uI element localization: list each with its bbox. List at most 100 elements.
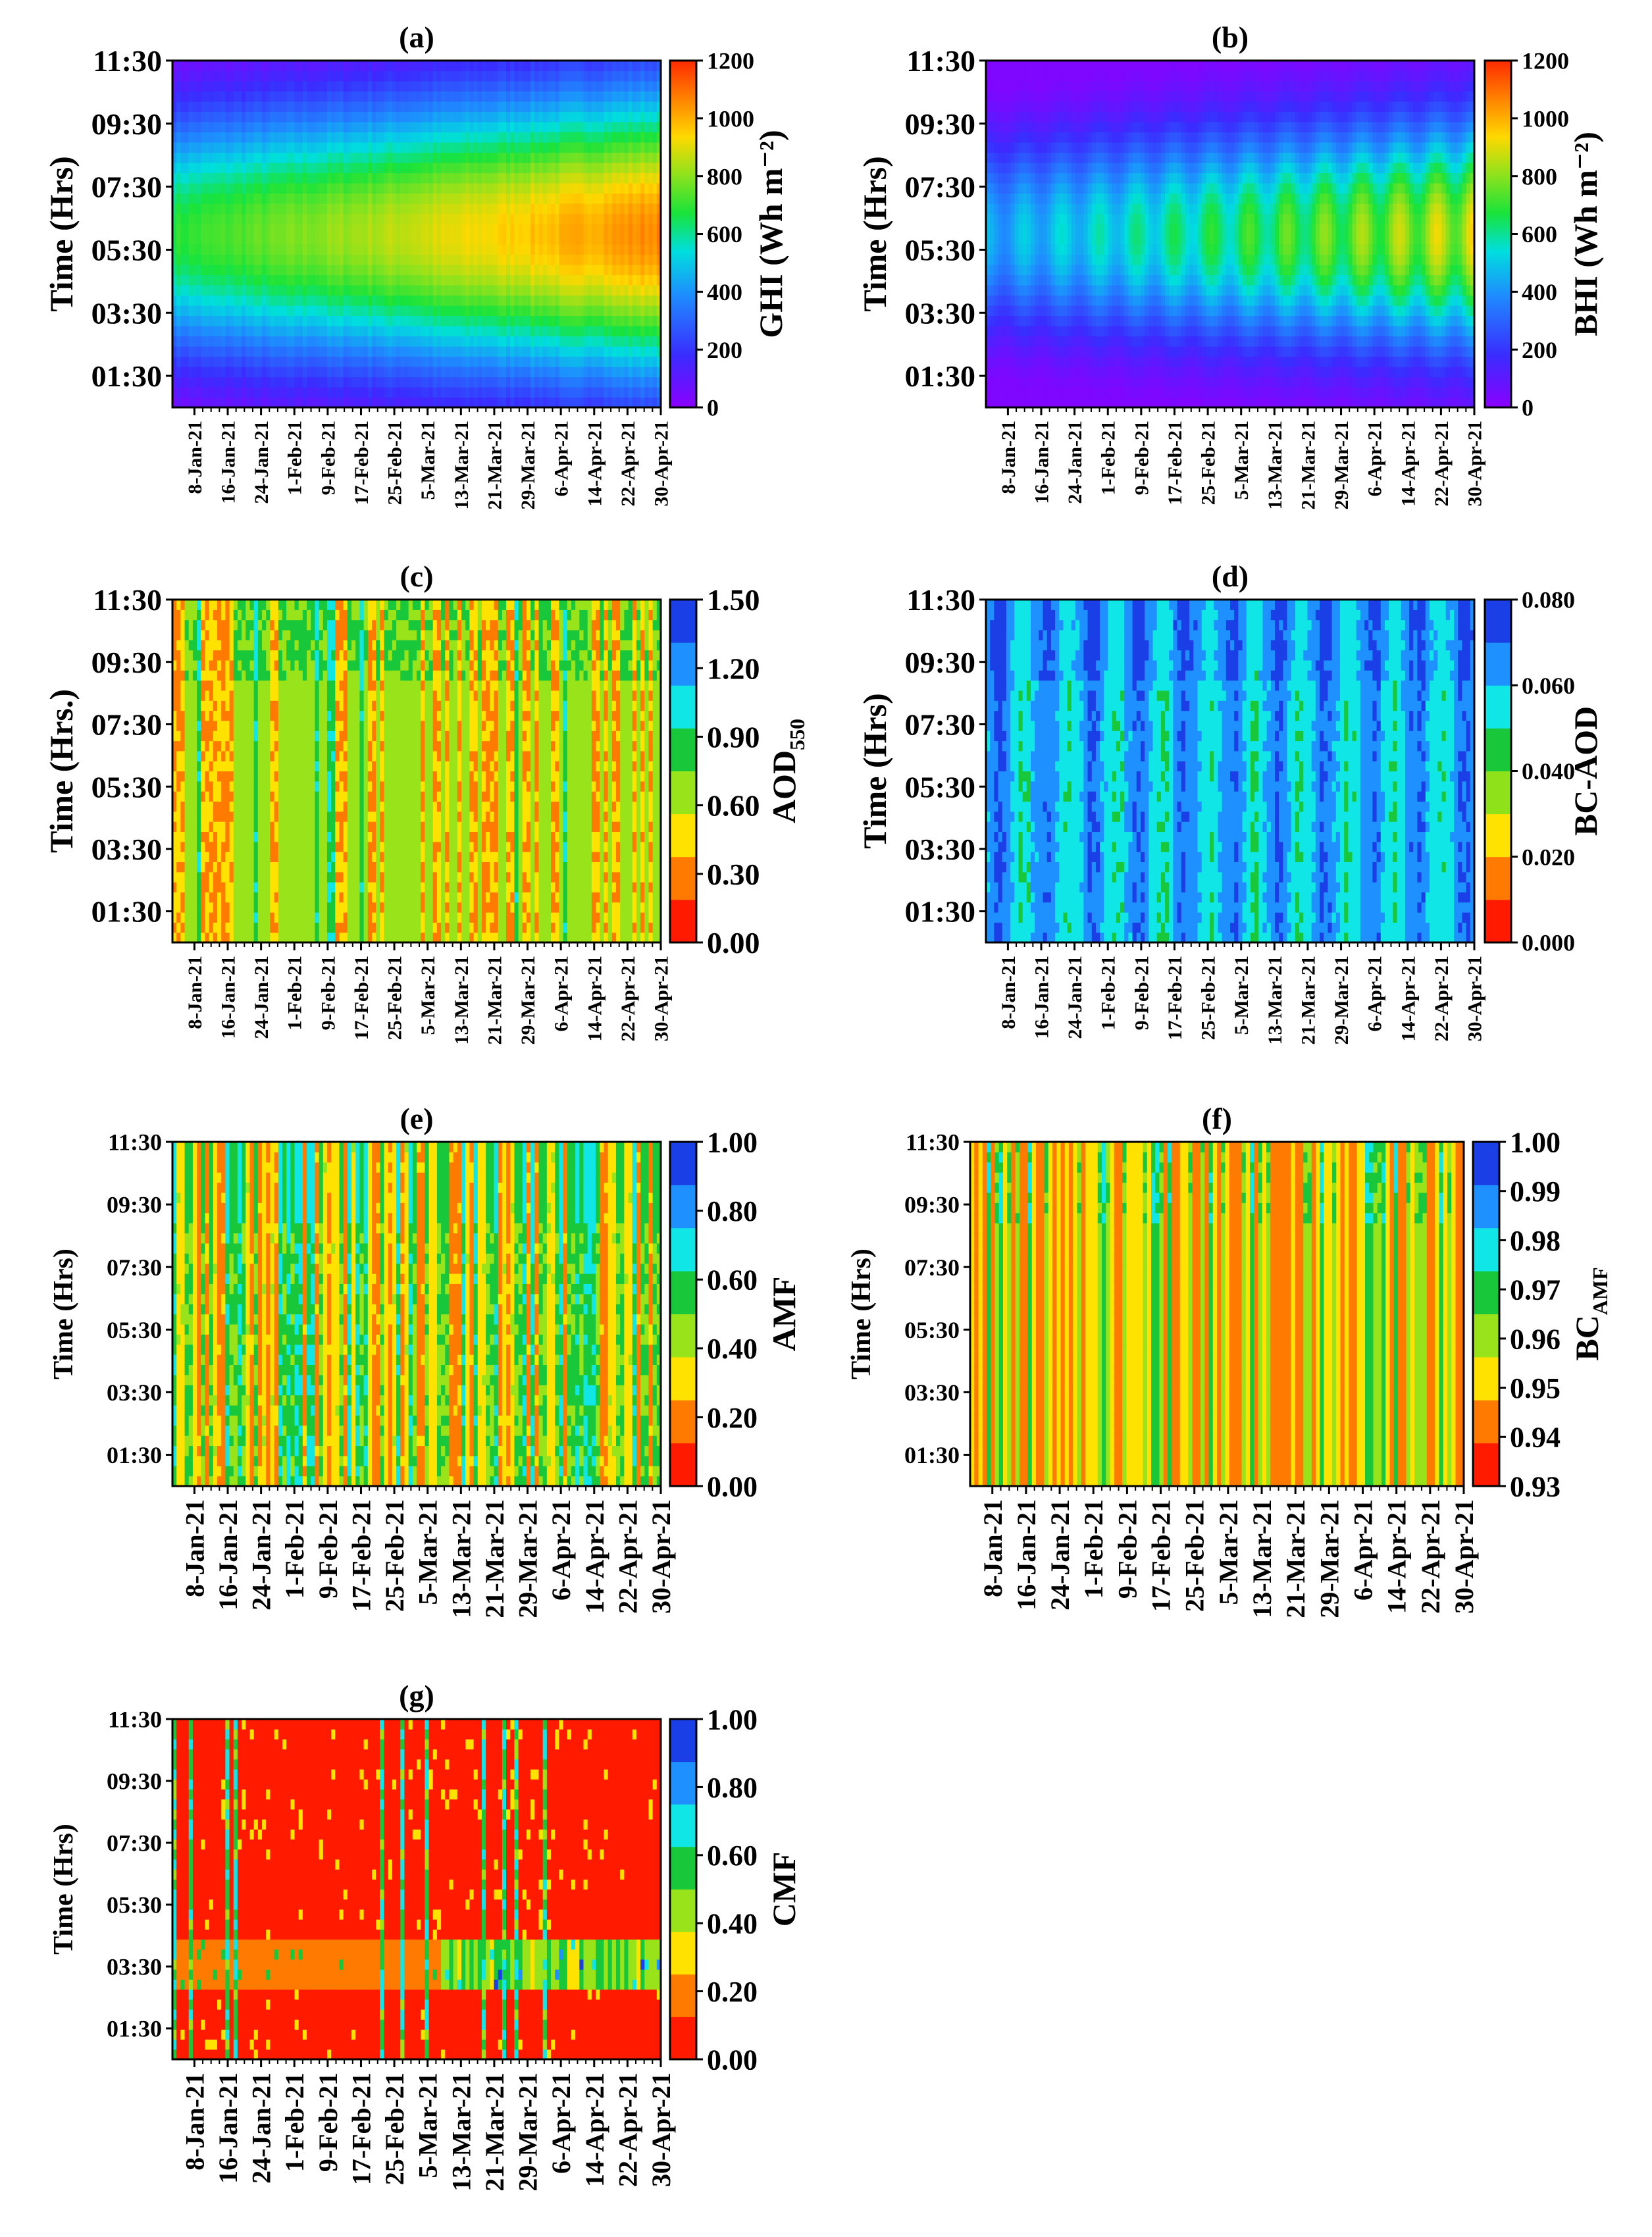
- heatmap-cell: [481, 397, 486, 407]
- heatmap-cell: [249, 326, 255, 337]
- heatmap-cell: [417, 142, 421, 153]
- heatmap-cell: [449, 315, 454, 326]
- heatmap-cell: [209, 163, 214, 174]
- heatmap-cell: [986, 183, 991, 194]
- heatmap-cell: [600, 172, 605, 184]
- heatmap-cell: [563, 305, 568, 317]
- heatmap-cell: [1055, 111, 1060, 122]
- heatmap-cell: [417, 132, 421, 143]
- heatmap-cell: [534, 101, 540, 113]
- heatmap-cell: [526, 305, 531, 317]
- heatmap-cell: [1006, 265, 1011, 276]
- heatmap-cell: [425, 163, 430, 174]
- heatmap-cell: [1014, 81, 1020, 92]
- heatmap-cell: [343, 356, 348, 367]
- heatmap-cell: [986, 122, 991, 133]
- heatmap-cell: [294, 183, 299, 194]
- heatmap-cell: [335, 387, 340, 398]
- heatmap-cell: [514, 265, 519, 276]
- heatmap-cell: [180, 203, 186, 215]
- heatmap-cell: [302, 397, 307, 407]
- heatmap-cell: [600, 213, 605, 224]
- heatmap-cell: [596, 132, 600, 143]
- heatmap-cell: [615, 142, 621, 153]
- heatmap-cell: [514, 132, 519, 143]
- heatmap-cell: [400, 163, 405, 174]
- heatmap-cell: [1063, 356, 1068, 367]
- x-tick-label: 29-Mar-21: [517, 421, 539, 510]
- heatmap-cell: [615, 111, 621, 122]
- x-tick-label: 5-Mar-21: [417, 421, 439, 500]
- heatmap-cell: [205, 285, 210, 296]
- heatmap-cell: [278, 213, 283, 224]
- heatmap-cell: [221, 305, 226, 317]
- heatmap-cell: [465, 122, 470, 133]
- heatmap-cell: [583, 274, 588, 286]
- heatmap-cell: [266, 193, 271, 204]
- heatmap-cell: [242, 234, 246, 245]
- heatmap-cell: [417, 122, 421, 133]
- heatmap-cell: [648, 91, 654, 102]
- heatmap-cell: [644, 326, 650, 337]
- heatmap-cell: [400, 376, 405, 388]
- heatmap-cell: [640, 172, 645, 184]
- heatmap-cell: [563, 61, 568, 72]
- heatmap-cell: [417, 346, 421, 357]
- heatmap-cell: [1063, 326, 1068, 337]
- heatmap-cell: [615, 387, 621, 398]
- heatmap-cell: [412, 111, 417, 122]
- heatmap-cell: [363, 142, 369, 153]
- heatmap-cell: [286, 142, 291, 153]
- heatmap-cell: [607, 142, 613, 153]
- heatmap-cell: [1014, 152, 1020, 163]
- heatmap-cell: [445, 285, 450, 296]
- heatmap-cell: [579, 387, 584, 398]
- heatmap-cell: [461, 224, 466, 235]
- heatmap-cell: [1067, 356, 1072, 367]
- heatmap-cell: [1002, 346, 1007, 357]
- heatmap-cell: [615, 305, 621, 317]
- heatmap-cell: [192, 234, 197, 245]
- heatmap-cell: [445, 326, 450, 337]
- heatmap-cell: [461, 274, 466, 286]
- heatmap-cell: [510, 367, 515, 378]
- heatmap-cell: [1010, 183, 1015, 194]
- heatmap-cell: [225, 265, 230, 276]
- heatmap-cell: [1043, 163, 1048, 174]
- heatmap-cell: [1035, 295, 1039, 306]
- heatmap-cell: [607, 326, 613, 337]
- heatmap-cell: [457, 224, 462, 235]
- heatmap-cell: [600, 265, 605, 276]
- heatmap-cell: [546, 397, 552, 407]
- heatmap-cell: [363, 346, 369, 357]
- heatmap-cell: [376, 213, 380, 224]
- heatmap-cell: [184, 387, 190, 398]
- heatmap-cell: [274, 397, 279, 407]
- heatmap-cell: [367, 274, 373, 286]
- heatmap-cell: [1026, 336, 1031, 347]
- heatmap-cell: [432, 193, 438, 204]
- heatmap-cell: [188, 315, 194, 326]
- heatmap-cell: [486, 203, 490, 215]
- heatmap-cell: [172, 142, 177, 153]
- heatmap-cell: [274, 61, 279, 72]
- heatmap-cell: [188, 397, 194, 407]
- heatmap-cell: [640, 111, 645, 122]
- heatmap-cell: [518, 163, 523, 174]
- heatmap-cell: [600, 163, 605, 174]
- heatmap-cell: [245, 152, 251, 163]
- heatmap-cell: [555, 122, 560, 133]
- heatmap-cell: [526, 326, 531, 337]
- heatmap-cell: [421, 172, 425, 184]
- y-tick-label: 05:30: [91, 234, 162, 267]
- heatmap-cell: [494, 295, 499, 306]
- heatmap-cell: [538, 295, 544, 306]
- heatmap-cell: [428, 397, 434, 407]
- heatmap-cell: [994, 172, 999, 184]
- heatmap-cell: [290, 70, 296, 82]
- heatmap-cell: [359, 224, 365, 235]
- heatmap-cell: [326, 70, 332, 82]
- heatmap-cell: [546, 315, 552, 326]
- heatmap-cell: [274, 336, 279, 347]
- heatmap-cell: [188, 203, 194, 215]
